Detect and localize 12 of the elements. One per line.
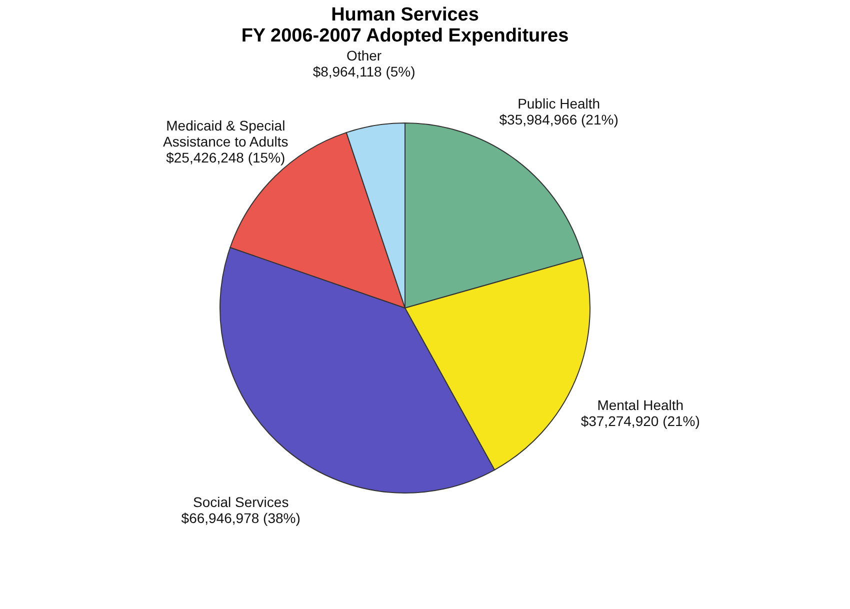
data-label: $8,964,118 (5%)	[312, 63, 416, 80]
data-label: $25,426,248 (15%)	[166, 150, 286, 166]
data-label: $37,274,920 (21%)	[580, 413, 700, 430]
data-label: $35,984,966 (21%)	[499, 112, 618, 128]
slice-label: Public Health	[518, 96, 600, 112]
slice-label: Social Services	[192, 494, 289, 510]
slice-label: Medicaid & Special Assistance to Adults	[163, 118, 288, 150]
slice-label: Other	[346, 47, 382, 64]
data-label: $66,946,978 (38%)	[181, 510, 300, 526]
text: FY 2006-2007 Adopted Expenditures	[241, 25, 569, 46]
text: Human Services	[331, 4, 479, 26]
slice-label: Mental Health	[597, 397, 684, 414]
